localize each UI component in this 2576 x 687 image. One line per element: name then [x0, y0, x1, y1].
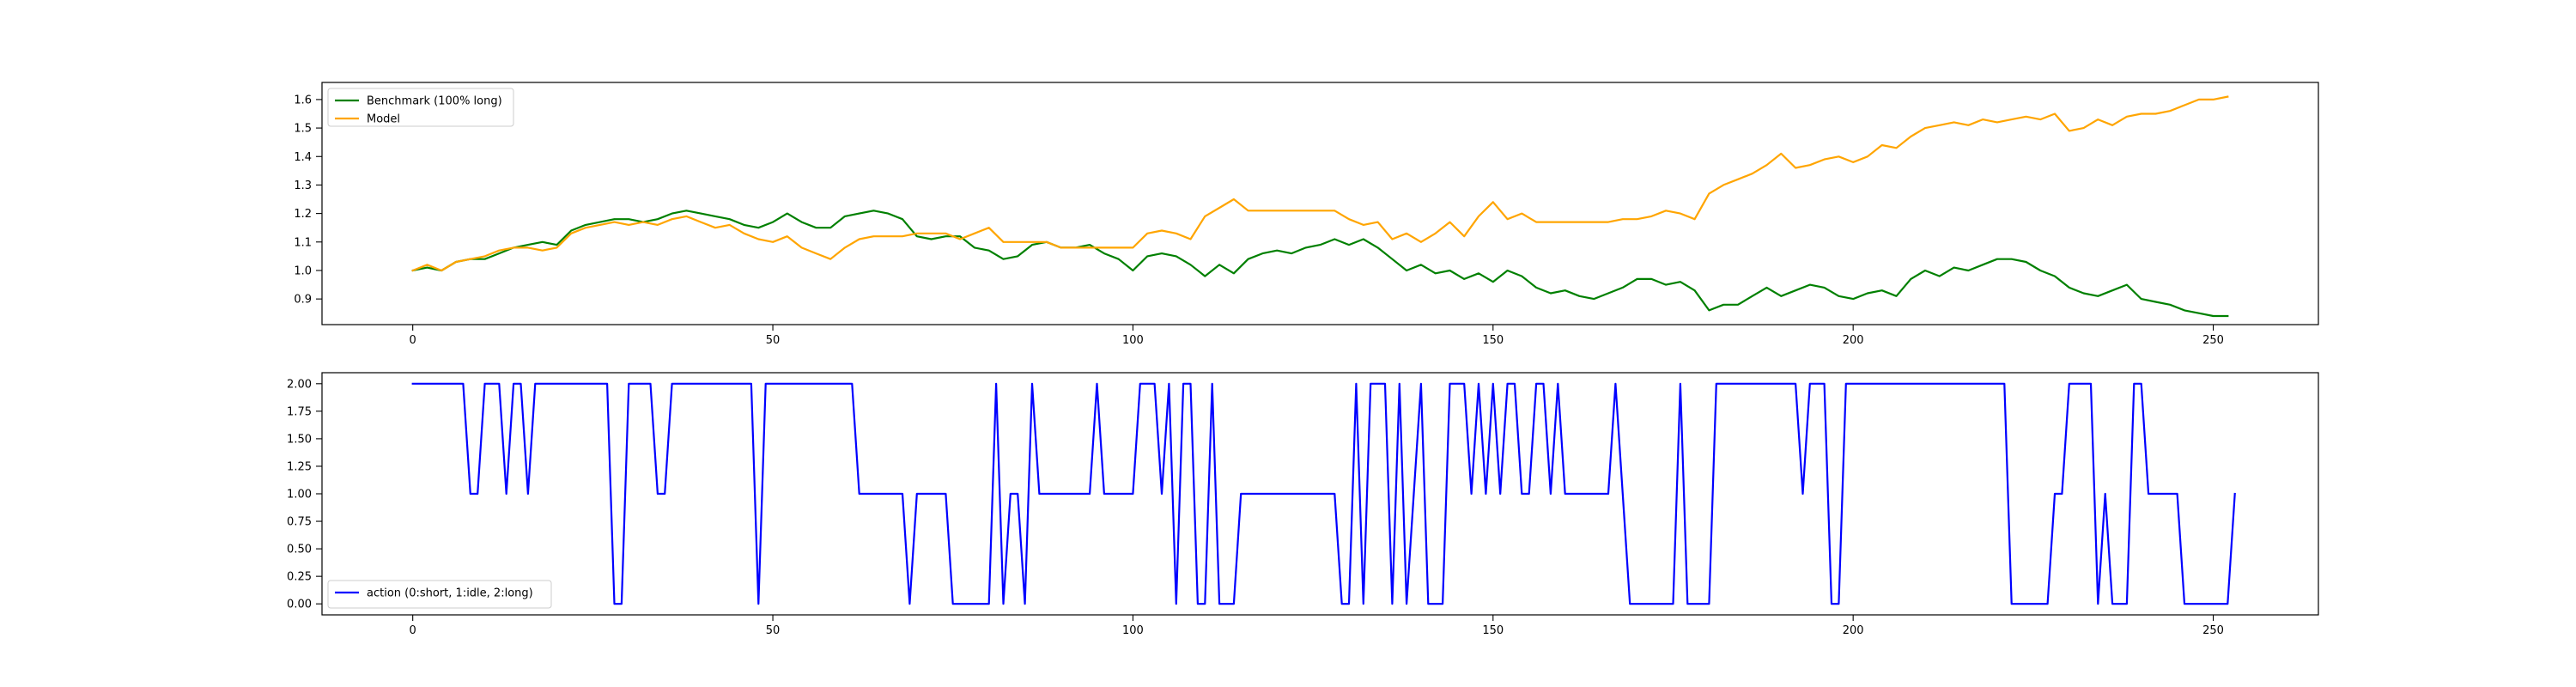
equity-y-tick-label: 1.0 [294, 264, 312, 277]
legend-label-action-0-short-1-idle-2-long: action (0:short, 1:idle, 2:long) [367, 587, 533, 600]
equity-y-axis: 0.9 1.0 1.1 1.2 1.3 1.4 1.5 1.6 [294, 94, 322, 307]
equity-x-axis: 0 50 100 150 200 250 [410, 325, 2224, 347]
equity-chart-frame [321, 82, 2319, 325]
action-x-tick-label: 200 [1843, 624, 1864, 637]
equity-y-tick-label: 1.6 [294, 94, 312, 106]
equity-lines [411, 95, 2229, 318]
action-y-tick-label: 0.00 [287, 599, 312, 611]
action-lines [411, 382, 2236, 605]
equity-x-tick-label: 100 [1122, 334, 1144, 347]
action-y-tick-label: 1.00 [287, 489, 312, 502]
equity-y-tick-label: 1.5 [294, 123, 312, 136]
equity-y-tick-label: 1.4 [294, 151, 312, 164]
action-x-tick-label: 0 [410, 624, 416, 637]
equity-chart: 0.9 1.0 1.1 1.2 1.3 1.4 1.5 1.6 0 50 100 150 200 250… [294, 82, 2319, 347]
action-y-tick-label: 0.25 [287, 571, 312, 584]
equity-x-tick-label: 50 [766, 334, 781, 347]
legend-label-benchmark-100-long: Benchmark (100% long) [367, 95, 502, 108]
action-x-tick-label: 50 [766, 624, 781, 637]
equity-y-tick-label: 1.2 [294, 208, 312, 221]
action-legend: action (0:short, 1:idle, 2:long) [327, 580, 552, 609]
action-y-tick-label: 2.00 [287, 378, 312, 391]
series-line-model [411, 95, 2229, 272]
action-chart: 0.00 0.25 0.50 0.75 1.00 1.25 1.50 1.75 2.00 0 50… [287, 372, 2319, 637]
equity-x-tick-label: 0 [410, 334, 416, 347]
equity-legend: Benchmark (100% long) Model [327, 88, 514, 127]
series-line-benchmark-100-long [411, 210, 2229, 318]
action-legend-box [327, 580, 552, 609]
equity-x-tick-label: 250 [2202, 334, 2224, 347]
equity-x-tick-label: 200 [1843, 334, 1864, 347]
series-line-action-0-short-1-idle-2-long [411, 382, 2236, 605]
legend-label-model: Model [367, 113, 400, 126]
action-x-axis: 0 50 100 150 200 250 [410, 615, 2224, 637]
equity-y-tick-label: 0.9 [294, 294, 312, 307]
equity-x-tick-label: 150 [1482, 334, 1504, 347]
equity-legend-box [327, 88, 514, 127]
action-y-tick-label: 0.50 [287, 544, 312, 556]
action-y-tick-label: 0.75 [287, 516, 312, 529]
action-x-tick-label: 250 [2202, 624, 2224, 637]
action-y-tick-label: 1.75 [287, 405, 312, 418]
action-x-tick-label: 100 [1122, 624, 1144, 637]
equity-y-tick-label: 1.3 [294, 179, 312, 192]
action-y-axis: 0.00 0.25 0.50 0.75 1.00 1.25 1.50 1.75 2.00 [287, 378, 322, 611]
equity-y-tick-label: 1.1 [294, 236, 312, 249]
action-x-tick-label: 150 [1482, 624, 1504, 637]
action-y-tick-label: 1.50 [287, 433, 312, 446]
action-y-tick-label: 1.25 [287, 460, 312, 473]
